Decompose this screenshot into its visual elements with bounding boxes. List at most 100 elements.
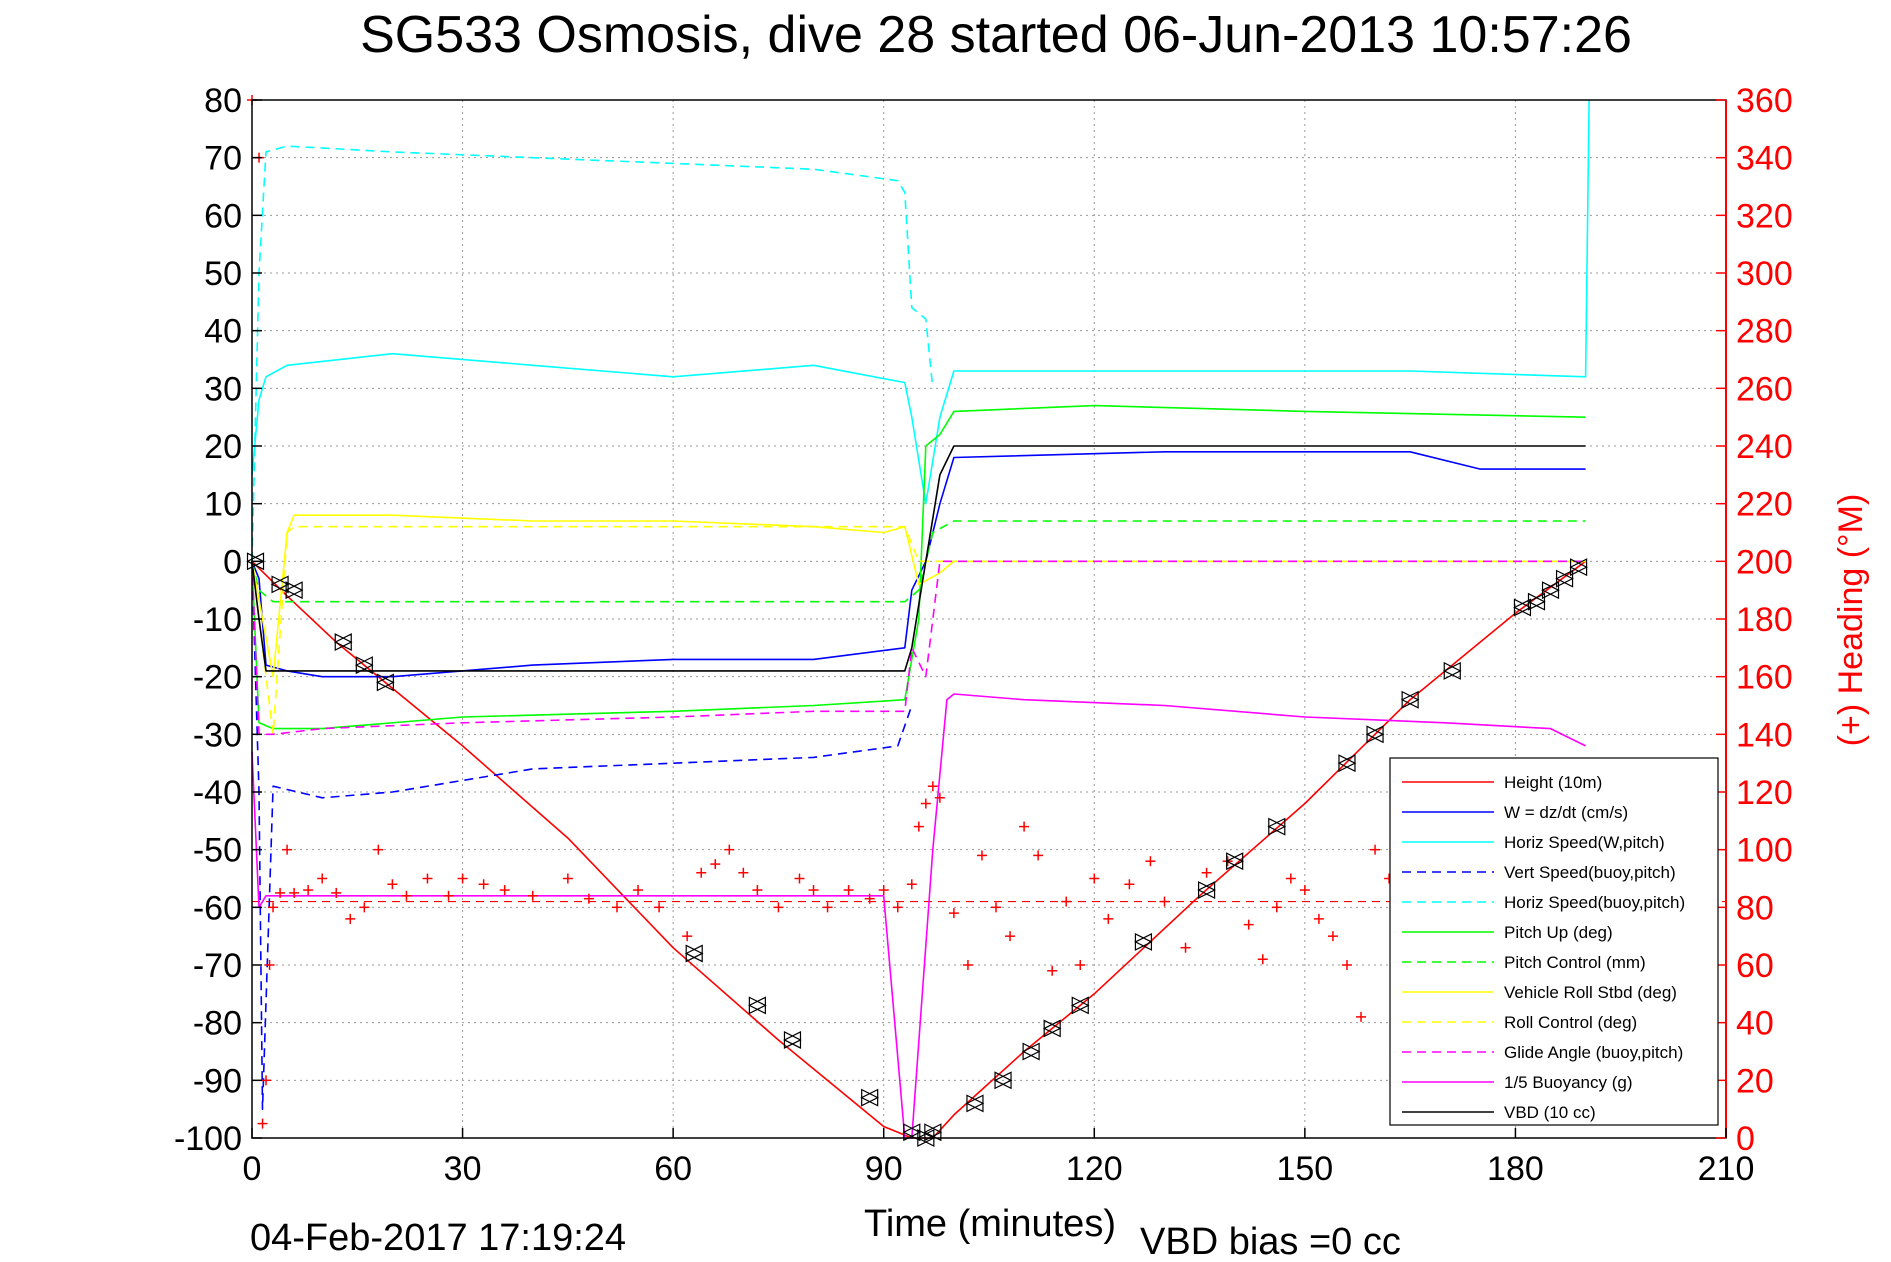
heading-point	[991, 902, 1002, 913]
left-tick-label: 50	[204, 255, 242, 293]
depth-marker	[1365, 725, 1385, 744]
heading-point	[1103, 913, 1114, 924]
heading-point	[303, 885, 314, 896]
legend-entry: Pitch Control (mm)	[1402, 953, 1646, 972]
heading-point	[1341, 960, 1352, 970]
series-line-6	[251, 520, 1586, 603]
heading-point	[373, 844, 384, 855]
legend-label: Vert Speed(buoy,pitch)	[1504, 863, 1676, 882]
heading-point	[1299, 885, 1310, 896]
heading-point	[927, 781, 938, 792]
depth-marker	[354, 656, 374, 675]
heading-point	[892, 902, 903, 913]
left-tick-label: -100	[174, 1120, 242, 1158]
right-tick-label: 260	[1736, 370, 1793, 408]
left-tick-label: -60	[193, 889, 242, 927]
series-line-5	[251, 404, 1586, 730]
heading-point	[401, 890, 412, 901]
heading-point	[1271, 902, 1282, 913]
heading-point	[261, 1075, 272, 1086]
right-tick-label: 140	[1736, 716, 1793, 754]
heading-point	[499, 885, 510, 896]
heading-point	[1159, 896, 1170, 907]
heading-point	[317, 873, 328, 884]
left-tick-label: 40	[204, 313, 242, 351]
heading-point	[843, 885, 854, 896]
heading-point	[583, 893, 594, 904]
heading-point	[443, 890, 454, 901]
right-axis: 3603403203002802602402202001801601401201…	[1716, 82, 1793, 1158]
x-tick-label: 180	[1487, 1150, 1544, 1188]
right-tick-label: 280	[1736, 313, 1793, 351]
legend-label: Height (10m)	[1504, 773, 1602, 792]
legend: Height (10m) W = dz/dt (cm/s) Horiz Speed(…	[1389, 757, 1719, 1126]
depth-marker	[246, 552, 265, 571]
left-tick-label: -10	[193, 601, 242, 639]
heading-point	[794, 873, 805, 884]
series-layer	[251, 99, 1726, 1139]
x-axis: 0 30 60 90 120 150 180 210	[243, 1128, 1754, 1188]
left-tick-label: -20	[193, 659, 242, 697]
chart-title: SG533 Osmosis, dive 28 started 06-Jun-20…	[360, 6, 1632, 64]
legend-entry: VBD (10 cc)	[1402, 1103, 1596, 1122]
series-line-9	[251, 560, 1586, 736]
legend-label: W = dz/dt (cm/s)	[1504, 803, 1628, 822]
legend-entry: 1/5 Buoyancy (g)	[1402, 1073, 1633, 1092]
depth-marker	[993, 1071, 1013, 1090]
series-line-3	[251, 561, 913, 1110]
depth-marker	[860, 1088, 880, 1107]
depth-marker	[1134, 932, 1153, 951]
legend-label: Horiz Speed(buoy,pitch)	[1504, 893, 1685, 912]
heading-point	[822, 902, 833, 913]
heading-point	[913, 821, 924, 832]
heading-point	[1356, 1011, 1367, 1022]
x-axis-label: Time (minutes)	[864, 1203, 1116, 1245]
x-tick-label: 120	[1066, 1150, 1123, 1188]
right-tick-label: 240	[1736, 428, 1793, 466]
heading-point	[1089, 873, 1100, 884]
legend-entry: Horiz Speed(buoy,pitch)	[1402, 893, 1685, 912]
footer-vbd-bias: VBD bias =0 cc	[1140, 1221, 1401, 1262]
depth-marker	[783, 1030, 802, 1049]
heading-point	[633, 885, 644, 896]
left-tick-label: 20	[204, 428, 242, 466]
heading-point	[1180, 942, 1191, 953]
heading-point	[752, 885, 763, 896]
legend-box	[1389, 757, 1719, 1126]
heading-point	[1033, 850, 1044, 861]
heading-point	[1075, 960, 1086, 970]
legend-label: Pitch Control (mm)	[1504, 953, 1646, 972]
heading-point	[282, 844, 293, 855]
depth-marker	[748, 996, 767, 1015]
series-line-7	[251, 514, 1586, 678]
heading-point	[1019, 821, 1030, 832]
depth-marker	[1070, 996, 1090, 1015]
series-line-2	[251, 99, 1590, 505]
heading-point	[1370, 844, 1381, 855]
legend-label: Roll Control (deg)	[1504, 1013, 1637, 1032]
heading-point	[387, 879, 398, 890]
right-tick-label: 40	[1736, 1005, 1774, 1043]
legend-entry: Vert Speed(buoy,pitch)	[1402, 863, 1676, 882]
right-tick-label: 80	[1736, 889, 1774, 927]
right-tick-label: 360	[1736, 82, 1793, 120]
heading-point	[1243, 919, 1254, 930]
right-tick-label: 340	[1736, 140, 1793, 178]
legend-entry: Glide Angle (buoy,pitch)	[1402, 1043, 1683, 1062]
depth-marker	[284, 581, 304, 600]
depth-marker	[1569, 558, 1588, 577]
series-line-11	[251, 445, 1586, 672]
heading-point	[331, 887, 342, 898]
x-tick-label: 60	[654, 1150, 692, 1188]
heading-point	[1124, 879, 1135, 890]
legend-entry: Height (10m)	[1402, 773, 1602, 792]
heading-point	[1257, 954, 1268, 965]
left-tick-label: -50	[193, 832, 242, 870]
heading-point	[275, 887, 286, 898]
depth-marker	[1197, 881, 1216, 900]
heading-point	[1047, 965, 1058, 976]
depth-marker	[270, 575, 290, 594]
legend-entry: Roll Control (deg)	[1402, 1013, 1637, 1032]
depth-marker	[1021, 1042, 1041, 1061]
